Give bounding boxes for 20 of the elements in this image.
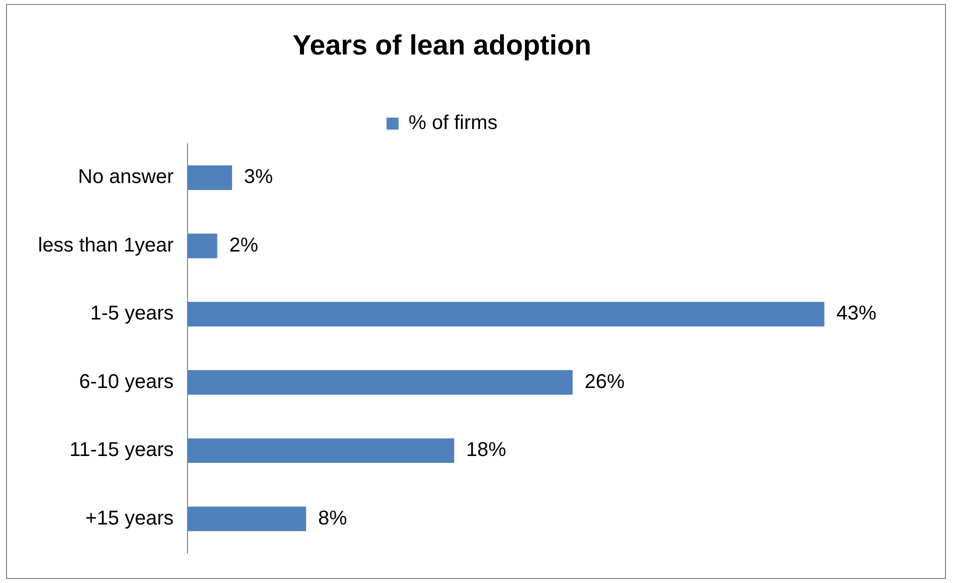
data-label: 43% [836,302,877,325]
data-label: 18% [466,439,506,462]
y-tick-label: 6-10 years [79,370,174,393]
bar [188,438,454,463]
bar [188,165,232,190]
y-tick-label: 11-15 years [69,439,174,462]
chart-title: Years of lean adoption [292,30,592,61]
bar [188,302,824,326]
data-label: 26% [584,370,625,393]
y-tick-label: +15 years [85,507,174,530]
y-tick-label: 1-5 years [90,302,174,325]
bar [188,506,306,532]
legend-label: % of firms [408,112,498,134]
bar [188,234,218,258]
data-label: 8% [318,507,348,530]
data-label: 3% [244,166,274,188]
y-tick-label: No answer [78,166,174,188]
bar [188,370,573,395]
data-label: 2% [229,234,258,256]
y-tick-label: less than 1year [38,234,174,256]
